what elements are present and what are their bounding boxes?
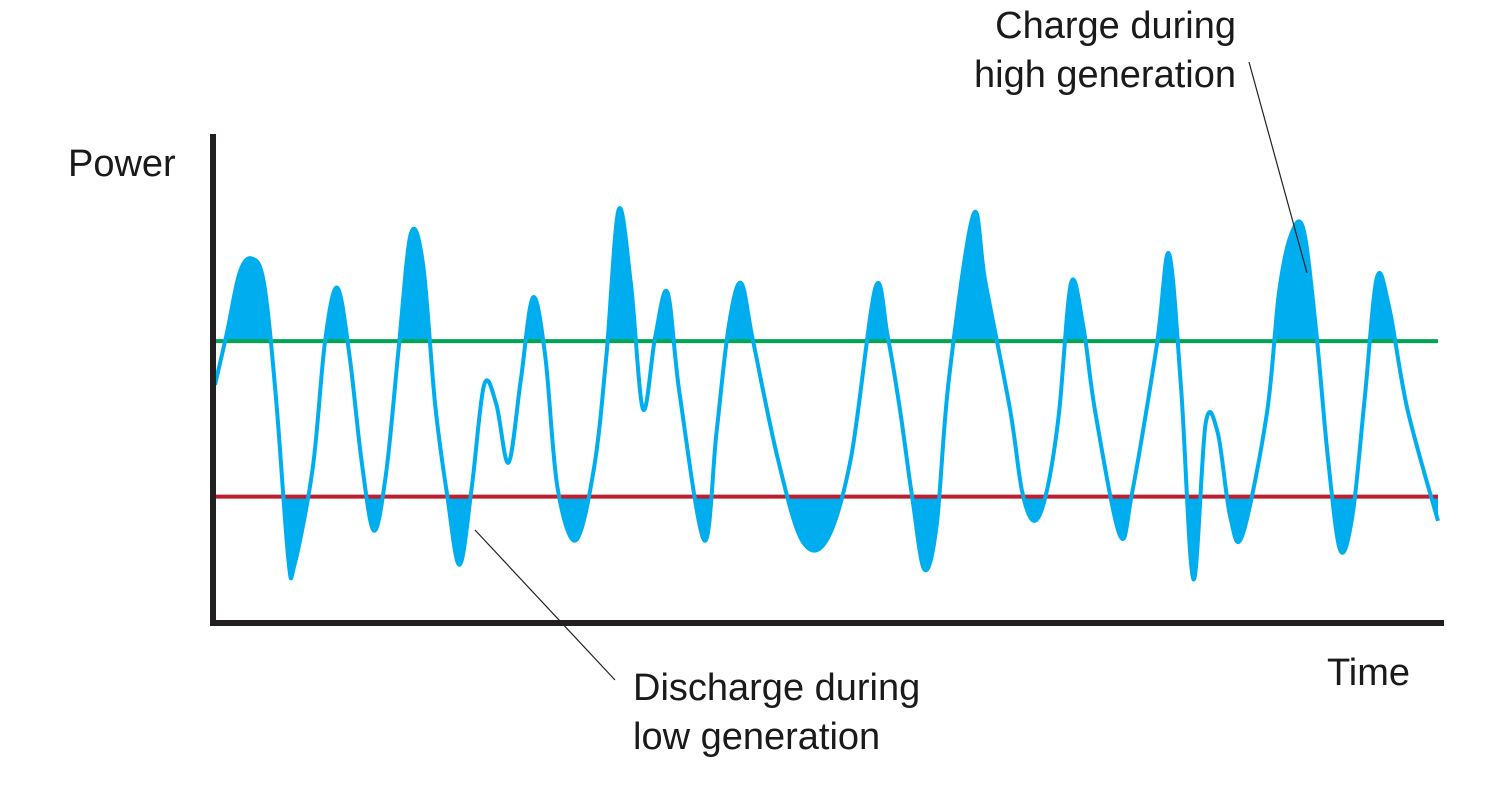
energy-fill-group bbox=[225, 208, 1438, 580]
discharge-annotation-line1: Discharge during bbox=[633, 667, 920, 709]
axes bbox=[210, 134, 1444, 626]
charge-annotation-line2: high generation bbox=[974, 54, 1236, 96]
discharge-leader-line bbox=[474, 529, 616, 681]
discharge-area bbox=[283, 496, 1438, 580]
generation-signal-line bbox=[213, 206, 1440, 582]
x-axis-label: Time bbox=[1327, 652, 1410, 694]
discharge-annotation-line2: low generation bbox=[633, 716, 880, 758]
charge-leader-line bbox=[1248, 61, 1308, 274]
y-axis-label: Power bbox=[68, 143, 176, 185]
charge-annotation-line1: Charge during bbox=[995, 5, 1236, 47]
charge-area bbox=[225, 208, 1396, 342]
